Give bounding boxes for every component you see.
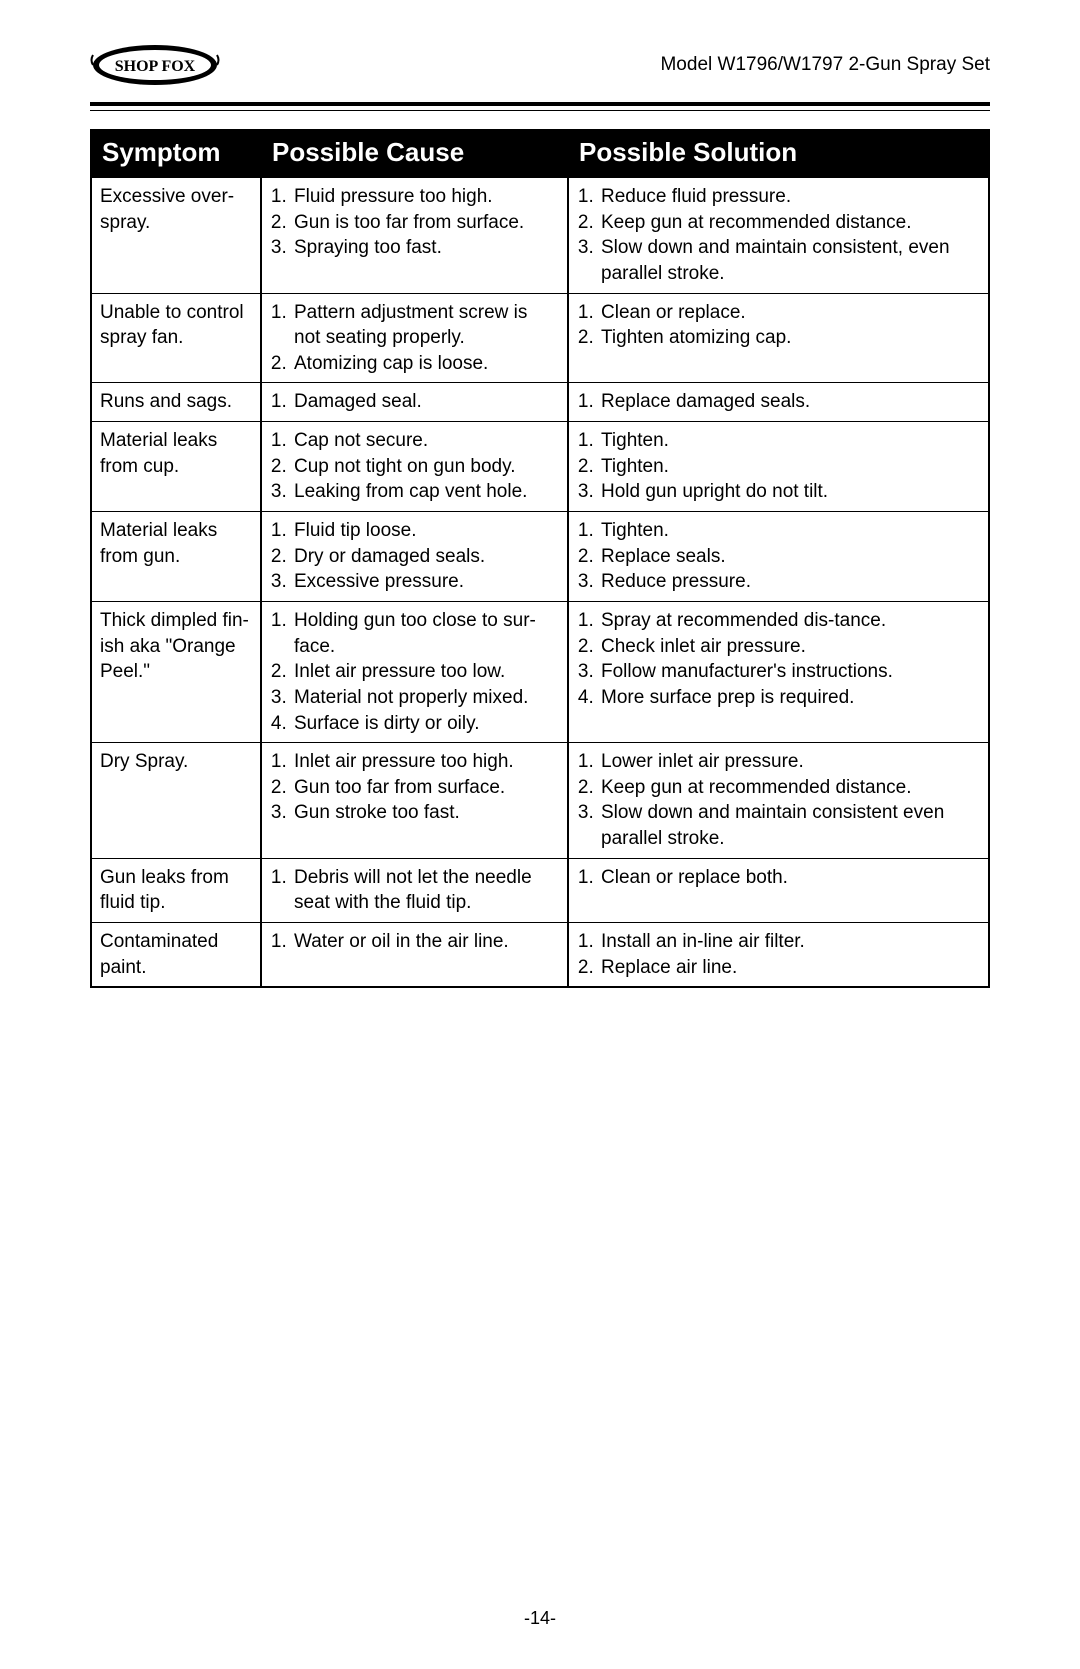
- table-row: Contaminated paint. Water or oil in the a…: [91, 923, 989, 988]
- cause-cell: Water or oil in the air line.: [261, 923, 568, 988]
- table-row: Material leaks from cup.Cap not secure.C…: [91, 422, 989, 512]
- cause-item: Spraying too fast.: [292, 235, 559, 261]
- solution-item: Replace damaged seals.: [599, 389, 980, 415]
- cause-item: Inlet air pressure too low.: [292, 659, 559, 685]
- cause-item: Leaking from cap vent hole.: [292, 479, 559, 505]
- table-row: Excessive over-spray.Fluid pressure too …: [91, 177, 989, 293]
- cause-item: Dry or damaged seals.: [292, 544, 559, 570]
- cause-cell: Fluid pressure too high.Gun is too far f…: [261, 177, 568, 293]
- symptom-cell: Gun leaks from fluid tip.: [91, 858, 261, 922]
- solution-item: Reduce pressure.: [599, 569, 980, 595]
- table-row: Thick dimpled fin-ish aka "Orange Peel."…: [91, 601, 989, 742]
- cause-item: Gun stroke too fast.: [292, 800, 559, 826]
- cause-item: Holding gun too close to sur-face.: [292, 608, 559, 659]
- cause-item: Pattern adjustment screw is not seating …: [292, 300, 559, 351]
- cause-item: Fluid tip loose.: [292, 518, 559, 544]
- solution-item: Replace air line.: [599, 955, 980, 981]
- cause-cell: Damaged seal.: [261, 383, 568, 422]
- page: SHOP FOX Model W1796/W1797 2-Gun Spray S…: [0, 0, 1080, 1669]
- solution-item: Tighten.: [599, 518, 980, 544]
- cause-cell: Pattern adjustment screw is not seating …: [261, 293, 568, 383]
- table-header-row: Symptom Possible Cause Possible Solution: [91, 130, 989, 177]
- solution-item: Slow down and maintain consistent, even …: [599, 235, 980, 286]
- col-symptom: Symptom: [91, 130, 261, 177]
- table-row: Runs and sags. Damaged seal. Replace damag…: [91, 383, 989, 422]
- troubleshooting-table: Symptom Possible Cause Possible Solution…: [90, 129, 990, 988]
- solution-item: Tighten.: [599, 428, 980, 454]
- table-row: Dry Spray.Inlet air pressure too high.Gu…: [91, 743, 989, 859]
- table-row: Material leaks from gun.Fluid tip loose.…: [91, 512, 989, 602]
- symptom-cell: Unable to control spray fan.: [91, 293, 261, 383]
- cause-item: Fluid pressure too high.: [292, 184, 559, 210]
- table-body: Excessive over-spray.Fluid pressure too …: [91, 177, 989, 987]
- col-cause: Possible Cause: [261, 130, 568, 177]
- cause-item: Surface is dirty or oily.: [292, 711, 559, 737]
- solution-item: Lower inlet air pressure.: [599, 749, 980, 775]
- cause-item: Gun is too far from surface.: [292, 210, 559, 236]
- cause-cell: Cap not secure.Cup not tight on gun body…: [261, 422, 568, 512]
- symptom-cell: Material leaks from cup.: [91, 422, 261, 512]
- cause-cell: Fluid tip loose.Dry or damaged seals.Exc…: [261, 512, 568, 602]
- solution-cell: Replace damaged seals.: [568, 383, 989, 422]
- cause-cell: Inlet air pressure too high.Gun too far …: [261, 743, 568, 859]
- model-text: Model W1796/W1797 2-Gun Spray Set: [660, 54, 990, 76]
- solution-cell: Tighten.Replace seals.Reduce pressure.: [568, 512, 989, 602]
- solution-item: Clean or replace.: [599, 300, 980, 326]
- cause-item: Material not properly mixed.: [292, 685, 559, 711]
- cause-item: Excessive pressure.: [292, 569, 559, 595]
- header-rule-thin: [90, 110, 990, 111]
- cause-item: Atomizing cap is loose.: [292, 351, 559, 377]
- solution-item: Clean or replace both.: [599, 865, 980, 891]
- cause-cell: Debris will not let the needle seat with…: [261, 858, 568, 922]
- solution-item: Follow manufacturer's instructions.: [599, 659, 980, 685]
- solution-item: Slow down and maintain consistent even p…: [599, 800, 980, 851]
- solution-cell: Clean or replace both.: [568, 858, 989, 922]
- symptom-cell: Dry Spray.: [91, 743, 261, 859]
- shop-fox-logo: SHOP FOX: [90, 40, 220, 90]
- solution-item: More surface prep is required.: [599, 685, 980, 711]
- cause-item: Debris will not let the needle seat with…: [292, 865, 559, 916]
- solution-cell: Install an in-line air filter.Replace ai…: [568, 923, 989, 988]
- solution-item: Hold gun upright do not tilt.: [599, 479, 980, 505]
- symptom-cell: Thick dimpled fin-ish aka "Orange Peel.": [91, 601, 261, 742]
- page-number: -14-: [0, 1608, 1080, 1629]
- symptom-cell: Material leaks from gun.: [91, 512, 261, 602]
- solution-cell: Spray at recommended dis-tance.Check inl…: [568, 601, 989, 742]
- table-row: Gun leaks from fluid tip. Debris will not…: [91, 858, 989, 922]
- page-header: SHOP FOX Model W1796/W1797 2-Gun Spray S…: [90, 40, 990, 90]
- logo-text: SHOP FOX: [115, 58, 196, 75]
- solution-item: Keep gun at recommended distance.: [599, 210, 980, 236]
- solution-cell: Reduce fluid pressure.Keep gun at recomm…: [568, 177, 989, 293]
- solution-item: Keep gun at recommended distance.: [599, 775, 980, 801]
- cause-item: Cap not secure.: [292, 428, 559, 454]
- solution-item: Spray at recommended dis-tance.: [599, 608, 980, 634]
- symptom-cell: Contaminated paint.: [91, 923, 261, 988]
- solution-cell: Tighten.Tighten.Hold gun upright do not …: [568, 422, 989, 512]
- symptom-cell: Runs and sags.: [91, 383, 261, 422]
- cause-item: Gun too far from surface.: [292, 775, 559, 801]
- col-solution: Possible Solution: [568, 130, 989, 177]
- solution-item: Check inlet air pressure.: [599, 634, 980, 660]
- solution-cell: Lower inlet air pressure.Keep gun at rec…: [568, 743, 989, 859]
- solution-item: Reduce fluid pressure.: [599, 184, 980, 210]
- cause-item: Damaged seal.: [292, 389, 559, 415]
- cause-item: Cup not tight on gun body.: [292, 454, 559, 480]
- symptom-cell: Excessive over-spray.: [91, 177, 261, 293]
- cause-cell: Holding gun too close to sur-face.Inlet …: [261, 601, 568, 742]
- table-row: Unable to control spray fan. Pattern adju…: [91, 293, 989, 383]
- cause-item: Water or oil in the air line.: [292, 929, 559, 955]
- header-rule-thick: [90, 102, 990, 106]
- solution-item: Tighten.: [599, 454, 980, 480]
- solution-item: Replace seals.: [599, 544, 980, 570]
- solution-item: Install an in-line air filter.: [599, 929, 980, 955]
- cause-item: Inlet air pressure too high.: [292, 749, 559, 775]
- solution-cell: Clean or replace.Tighten atomizing cap.: [568, 293, 989, 383]
- solution-item: Tighten atomizing cap.: [599, 325, 980, 351]
